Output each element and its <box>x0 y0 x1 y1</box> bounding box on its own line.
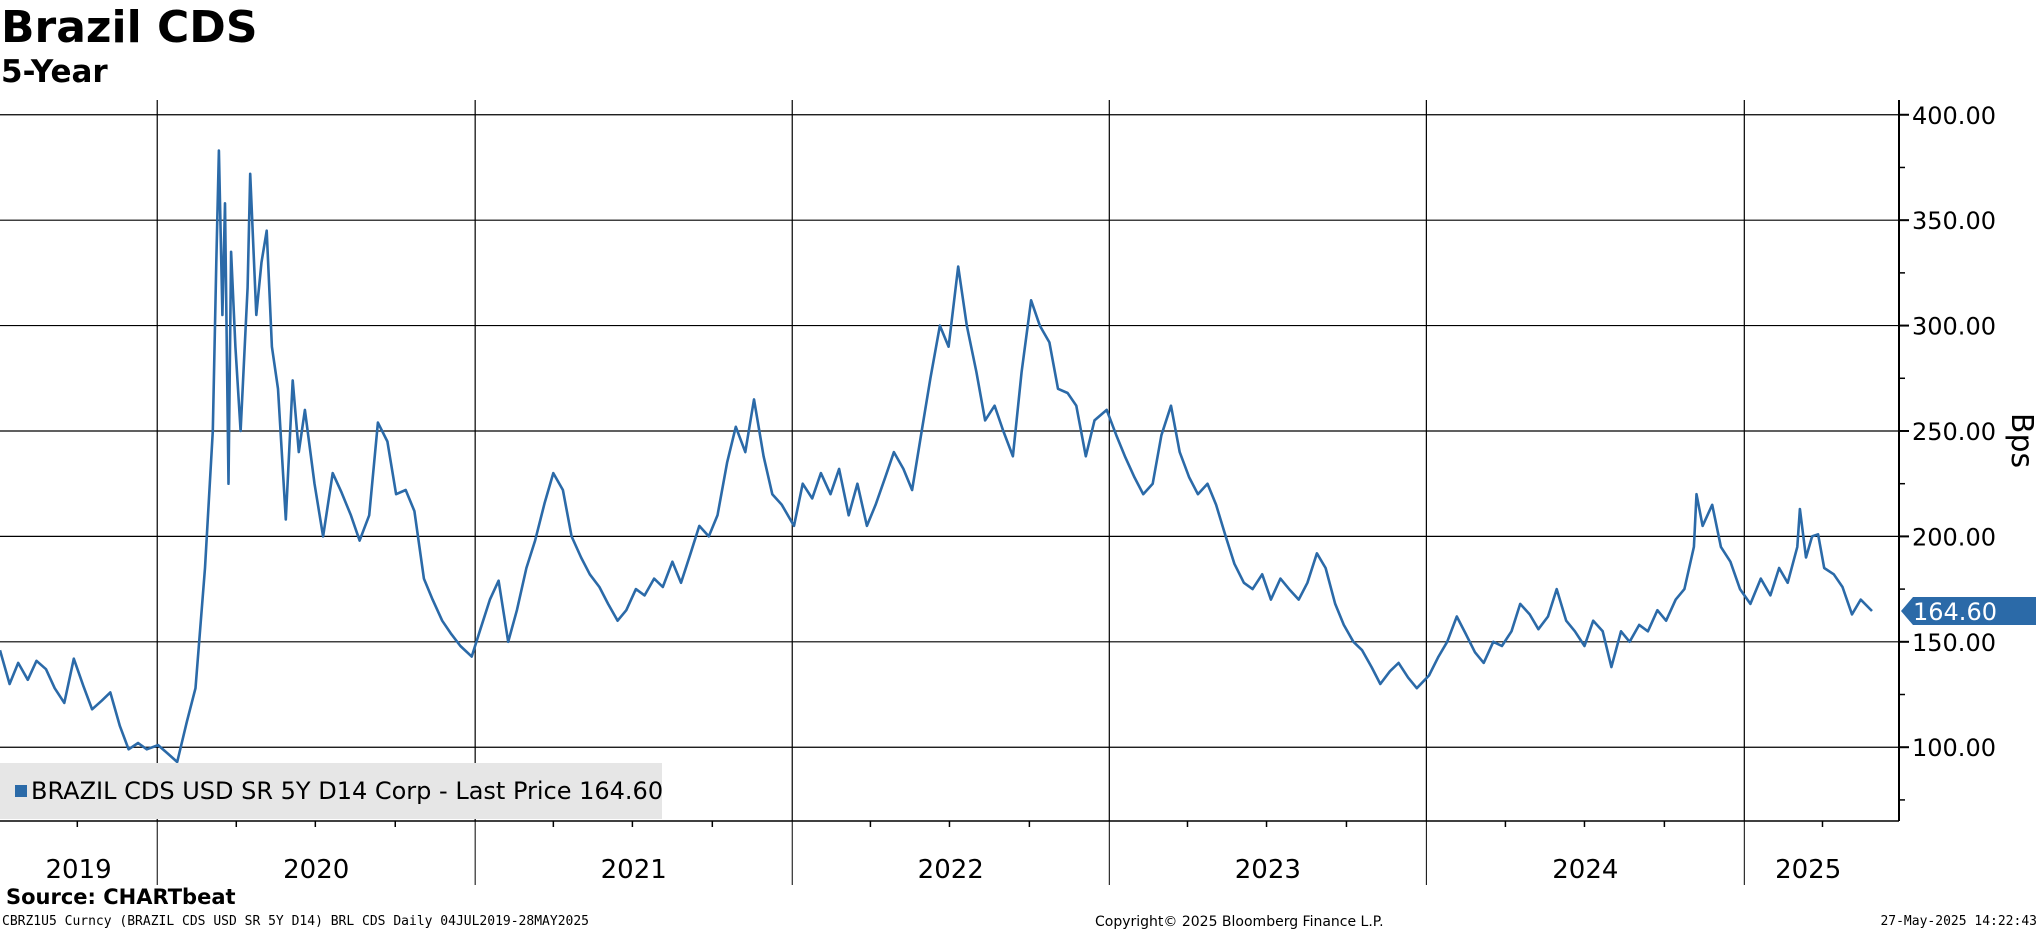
x-tick-label: 2024 <box>1552 855 1618 885</box>
x-tick-label: 2021 <box>601 855 667 885</box>
y-tick-label: 350.00 <box>1912 207 1996 235</box>
series-line <box>0 149 1873 764</box>
timestamp: 27-May-2025 14:22:43 <box>1880 914 2037 929</box>
y-axis-label: Bps <box>2004 413 2039 468</box>
last-price-tag <box>1901 597 2036 626</box>
x-tick-label: 2023 <box>1235 855 1301 885</box>
axes-layer: 100.00 150.00 200.00 250.00 300.00 350.00 400.… <box>0 100 2039 885</box>
y-tick-label: 400.00 <box>1912 102 1996 130</box>
chart-subtitle: 5-Year <box>1 54 108 90</box>
y-tick-label: 250.00 <box>1912 418 1996 446</box>
copyright: Copyright© 2025 Bloomberg Finance L.P. <box>1095 914 1384 930</box>
x-tick-label: 2020 <box>283 855 349 885</box>
x-tick-label: 2025 <box>1775 855 1841 885</box>
y-tick-label: 200.00 <box>1912 523 1996 551</box>
ticker-line: CBRZ1U5 Curncy (BRAZIL CDS USD SR 5Y D14… <box>2 914 589 929</box>
grid-lines <box>0 100 1899 821</box>
last-price-label: 164.60 <box>1913 598 1997 626</box>
legend-swatch <box>15 785 27 797</box>
y-tick-label: 150.00 <box>1912 629 1996 657</box>
legend: BRAZIL CDS USD SR 5Y D14 Corp - Last Pri… <box>0 763 664 819</box>
chart-title: Brazil CDS <box>1 2 258 53</box>
x-tick-label: 2022 <box>918 855 984 885</box>
y-tick-label: 300.00 <box>1912 313 1996 341</box>
y-tick-label: 100.00 <box>1912 734 1996 762</box>
source-label: Source: CHARTbeat <box>6 885 236 909</box>
x-tick-label: 2019 <box>46 855 112 885</box>
series-layer <box>0 149 1873 764</box>
legend-label: BRAZIL CDS USD SR 5Y D14 Corp - Last Pri… <box>31 777 664 805</box>
